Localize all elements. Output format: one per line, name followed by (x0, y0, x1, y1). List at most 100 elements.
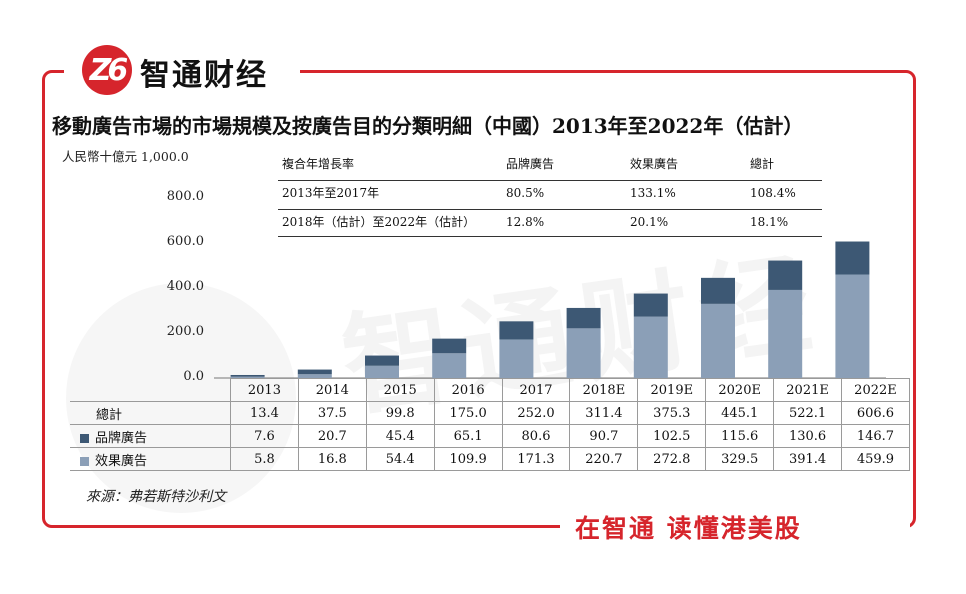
x-tick-label: 2022E (841, 378, 910, 402)
cagr-value: 效果廣告 (630, 157, 679, 171)
table-cell: 99.8 (365, 401, 435, 425)
table-cell: 175.0 (433, 401, 503, 425)
table-cell: 220.7 (569, 447, 639, 471)
table-cell: 445.1 (705, 401, 775, 425)
x-tick-label: 2017 (501, 378, 571, 402)
cagr-value: 133.1% (630, 186, 676, 200)
table-row-label: 效果廣告 (70, 447, 231, 471)
bar-segment-performance (768, 289, 803, 378)
legend-label: 效果廣告 (95, 453, 148, 469)
bar-segment-performance (432, 353, 467, 378)
brand-slogan: 在智通 读懂港美股 (575, 514, 802, 543)
cagr-value: 品牌廣告 (506, 157, 555, 171)
x-tick-label: 2021E (773, 378, 843, 402)
table-row-label: 總計 (70, 401, 231, 425)
red-frame (42, 70, 916, 528)
y-tick-label: 800.0 (166, 189, 204, 204)
legend-swatch (80, 456, 89, 466)
table-row-label: 品牌廣告 (70, 424, 231, 448)
cagr-rule (278, 236, 822, 237)
table-cell: 37.5 (297, 401, 367, 425)
bar-segment-performance (297, 374, 332, 378)
cagr-value: 20.1% (630, 215, 669, 229)
bar-segment-brand (432, 338, 467, 354)
table-cell: 272.8 (637, 447, 707, 471)
bar-segment-brand (297, 369, 332, 375)
table-cell: 146.7 (841, 424, 910, 448)
bar-segment-performance (566, 328, 601, 378)
table-cell: 54.4 (365, 447, 435, 471)
y-tick-label-top: 1,000.0 (137, 149, 189, 164)
table-cell: 65.1 (433, 424, 503, 448)
cagr-period-label: 複合年增長率 (282, 157, 355, 171)
cagr-period-label: 2018年（估計）至2022年（估計） (282, 215, 476, 229)
y-tick-label: 600.0 (166, 234, 204, 249)
bar-segment-brand (768, 260, 803, 290)
table-cell: 90.7 (569, 424, 639, 448)
table-row: 品牌廣告 7.6 20.7 45.4 65.1 80.6 90.7 102.5 115.6 130… (70, 424, 910, 448)
brand-logo-icon: Z6 (82, 45, 132, 95)
table-cell: 16.8 (297, 447, 367, 471)
bar-segment-performance (835, 274, 870, 378)
bar-segment-performance (701, 303, 735, 378)
table-cell: 115.6 (705, 424, 775, 448)
table-row: 效果廣告 5.8 16.8 54.4 109.9 171.3 220.7 272.8 329.5… (70, 447, 910, 471)
bar-segment-brand (499, 321, 534, 340)
table-cell: 5.8 (230, 447, 299, 471)
y-axis-label: 人民幣十億元 1,000.0 (62, 149, 189, 164)
cagr-value: 12.8% (506, 215, 545, 229)
x-tick-label: 2013 (230, 378, 299, 402)
x-tick-label: 2015 (365, 378, 435, 402)
cagr-rule (278, 209, 822, 210)
x-tick-label: 2019E (637, 378, 707, 402)
bar-segment-brand (230, 374, 265, 377)
source-note: 來源：弗若斯特沙利文 (86, 489, 226, 505)
brand-name: 智通财经 (140, 58, 268, 93)
bar-segment-brand (566, 307, 601, 329)
legend-swatch (80, 433, 89, 443)
cagr-rule (278, 180, 822, 181)
cagr-value: 108.4% (750, 186, 796, 200)
table-header-row: 2013 2014 2015 2016 2017 2018E 2019E 2020E 2021E… (70, 378, 910, 402)
bar-segment-brand (835, 241, 870, 275)
table-cell: 7.6 (230, 424, 299, 448)
bar-segment-brand (701, 277, 735, 304)
chart-title: 移動廣告市場的市場規模及按廣告目的分類明細（中國）2013年至2022年（估計） (52, 114, 804, 138)
table-cell: 391.4 (773, 447, 843, 471)
x-tick-label: 2014 (297, 378, 367, 402)
table-cell: 311.4 (569, 401, 639, 425)
legend-label: 品牌廣告 (95, 430, 148, 446)
bar-segment-performance (230, 376, 265, 378)
table-cell: 329.5 (705, 447, 775, 471)
cagr-value: 總計 (750, 157, 775, 171)
legend-label: 總計 (96, 407, 123, 423)
table-cell: 171.3 (501, 447, 571, 471)
table-cell: 109.9 (433, 447, 503, 471)
frame-gap-bottom (560, 506, 910, 550)
y-tick-label: 400.0 (166, 279, 204, 294)
x-tick-label: 2016 (433, 378, 503, 402)
bar-segment-brand (365, 355, 399, 366)
cagr-value: 18.1% (750, 215, 789, 229)
table-cell: 45.4 (365, 424, 435, 448)
cagr-period-label: 2013年至2017年 (282, 186, 380, 200)
table-cell: 13.4 (230, 401, 299, 425)
table-cell: 130.6 (773, 424, 843, 448)
cagr-value: 80.5% (506, 186, 545, 200)
x-tick-label: 2020E (705, 378, 775, 402)
table-cell: 522.1 (773, 401, 843, 425)
x-tick-label: 2018E (569, 378, 639, 402)
table-cell: 375.3 (637, 401, 707, 425)
table-cell: 102.5 (637, 424, 707, 448)
table-cell: 606.6 (841, 401, 910, 425)
y-tick-label: 200.0 (166, 324, 204, 339)
bar-segment-performance (633, 316, 668, 378)
table-row: 總計 13.4 37.5 99.8 175.0 252.0 311.4 375.3 445.1 5… (70, 401, 910, 425)
table-cell: 20.7 (297, 424, 367, 448)
table-cell: 459.9 (841, 447, 910, 471)
table-cell: 252.0 (501, 401, 571, 425)
bar-segment-performance (365, 365, 399, 378)
bar-segment-brand (633, 293, 668, 317)
table-cell: 80.6 (501, 424, 571, 448)
